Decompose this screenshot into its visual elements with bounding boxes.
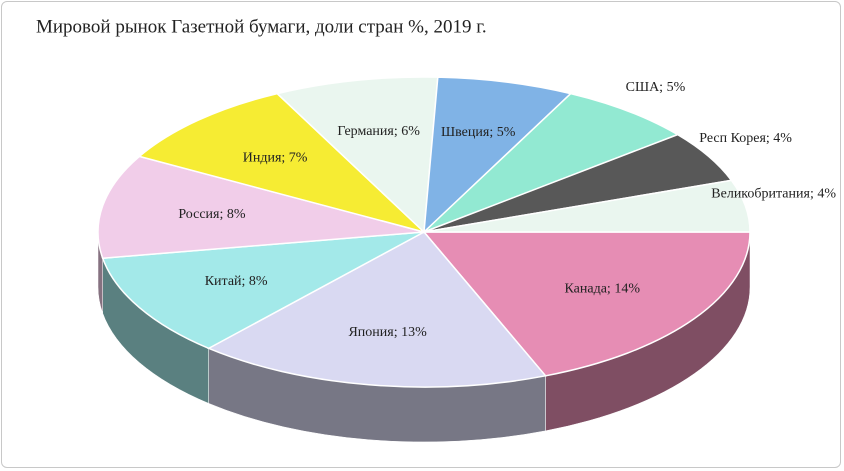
- slice: [422, 231, 751, 377]
- data-label: США; 5%: [626, 80, 686, 95]
- data-label: Швеция; 5%: [441, 125, 516, 140]
- slice: [101, 231, 425, 350]
- data-label: Индия; 7%: [243, 150, 308, 165]
- slice: [275, 76, 439, 234]
- slice: [423, 76, 573, 234]
- data-label: Великобритания; 4%: [711, 187, 836, 202]
- data-label: Россия; 8%: [178, 207, 246, 222]
- data-label: Респ Корея; 4%: [699, 131, 792, 146]
- data-label: Япония; 13%: [348, 325, 427, 340]
- data-label: Китай; 8%: [205, 274, 268, 289]
- slice: [137, 92, 425, 233]
- chart-title: Мировой рынок Газетной бумаги, доли стра…: [36, 16, 487, 37]
- slice: [423, 92, 680, 233]
- data-label: Германия; 6%: [337, 124, 420, 139]
- slice: [423, 179, 751, 233]
- slice: [206, 231, 547, 388]
- data-label: Канада; 14%: [565, 282, 641, 297]
- slice: [97, 155, 425, 259]
